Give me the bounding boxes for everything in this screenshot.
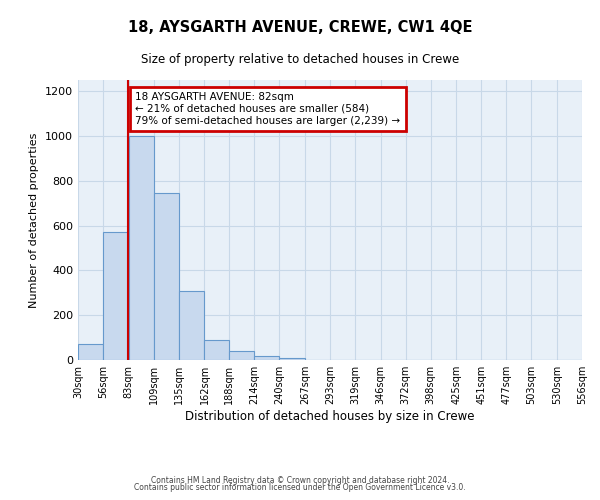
Text: Contains public sector information licensed under the Open Government Licence v3: Contains public sector information licen… bbox=[134, 484, 466, 492]
Bar bbox=[254, 356, 279, 360]
Bar bbox=[179, 290, 205, 360]
Bar bbox=[205, 340, 229, 360]
Bar bbox=[279, 358, 305, 360]
Y-axis label: Number of detached properties: Number of detached properties bbox=[29, 132, 40, 308]
Text: Size of property relative to detached houses in Crewe: Size of property relative to detached ho… bbox=[141, 52, 459, 66]
Bar bbox=[229, 351, 254, 360]
Text: 18, AYSGARTH AVENUE, CREWE, CW1 4QE: 18, AYSGARTH AVENUE, CREWE, CW1 4QE bbox=[128, 20, 472, 35]
Text: Contains HM Land Registry data © Crown copyright and database right 2024.: Contains HM Land Registry data © Crown c… bbox=[151, 476, 449, 485]
Bar bbox=[78, 344, 103, 360]
Bar bbox=[103, 232, 129, 360]
Bar bbox=[129, 136, 154, 360]
Bar bbox=[154, 193, 179, 360]
X-axis label: Distribution of detached houses by size in Crewe: Distribution of detached houses by size … bbox=[185, 410, 475, 423]
Text: 18 AYSGARTH AVENUE: 82sqm
← 21% of detached houses are smaller (584)
79% of semi: 18 AYSGARTH AVENUE: 82sqm ← 21% of detac… bbox=[136, 92, 401, 126]
